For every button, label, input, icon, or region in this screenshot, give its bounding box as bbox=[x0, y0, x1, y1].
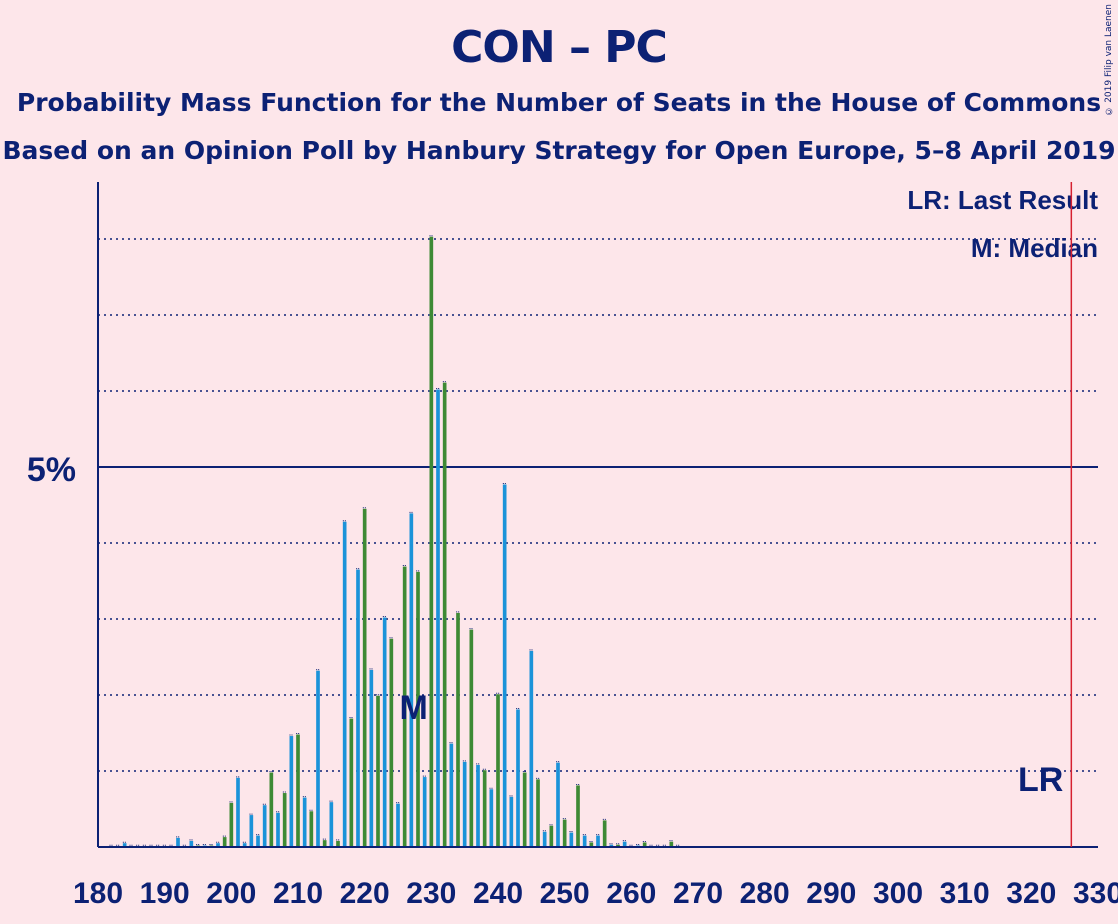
bar-seat-242 bbox=[509, 796, 514, 847]
legend-median: M: Median bbox=[971, 233, 1098, 263]
bar-seat-266 bbox=[669, 841, 674, 847]
bar-seat-231 bbox=[436, 389, 440, 847]
bar-seat-256 bbox=[602, 820, 607, 847]
bar-seat-216 bbox=[336, 840, 340, 847]
bar-seat-245 bbox=[529, 650, 534, 847]
bar-seat-225 bbox=[396, 803, 400, 847]
bar-seat-214 bbox=[322, 840, 327, 847]
bar-seat-254 bbox=[589, 842, 594, 847]
bar-seat-230 bbox=[429, 236, 434, 848]
bar-seat-222 bbox=[376, 695, 380, 847]
bar-seat-228 bbox=[416, 571, 420, 847]
bar-seat-238 bbox=[482, 770, 487, 847]
bar-seat-232 bbox=[442, 382, 447, 847]
bar-seat-227 bbox=[409, 513, 414, 847]
axes bbox=[97, 182, 1098, 848]
x-tick-label-270: 270 bbox=[673, 877, 723, 910]
bar-seat-229 bbox=[422, 777, 427, 847]
bar-seat-248 bbox=[549, 825, 554, 847]
median-label: M bbox=[400, 689, 428, 727]
x-tick-label-280: 280 bbox=[740, 877, 790, 910]
x-tick-label-260: 260 bbox=[606, 877, 656, 910]
bar-seat-236 bbox=[469, 629, 474, 847]
x-tick-label-250: 250 bbox=[540, 877, 590, 910]
gridlines bbox=[98, 238, 1098, 772]
bar-seat-233 bbox=[449, 743, 454, 847]
bar-seat-249 bbox=[556, 762, 560, 847]
bar-seat-201 bbox=[236, 777, 240, 847]
bar-seat-211 bbox=[302, 797, 307, 847]
bar-seat-223 bbox=[382, 617, 387, 847]
x-tick-label-320: 320 bbox=[1006, 877, 1056, 910]
bar-seat-217 bbox=[342, 521, 347, 847]
bars bbox=[109, 235, 680, 848]
bar-seat-239 bbox=[489, 789, 494, 847]
bar-seat-259 bbox=[622, 841, 627, 847]
x-tick-label-330: 330 bbox=[1073, 877, 1118, 910]
bar-seat-215 bbox=[329, 802, 334, 847]
x-tick-label-200: 200 bbox=[206, 877, 256, 910]
bar-seat-258 bbox=[616, 844, 620, 847]
x-tick-label-240: 240 bbox=[473, 877, 523, 910]
bar-seat-206 bbox=[269, 772, 274, 847]
bar-seat-252 bbox=[576, 785, 580, 847]
bar-seat-251 bbox=[569, 832, 574, 847]
x-tick-label-230: 230 bbox=[406, 877, 456, 910]
bar-seat-255 bbox=[596, 835, 600, 847]
bar-seat-224 bbox=[389, 638, 394, 847]
bar-seat-237 bbox=[476, 764, 480, 847]
markers: LR M bbox=[400, 182, 1073, 847]
bar-seat-219 bbox=[356, 569, 360, 847]
bar-seat-203 bbox=[249, 815, 254, 847]
x-tick-label-290: 290 bbox=[806, 877, 856, 910]
y-axis-label-5pct: 5% bbox=[27, 451, 76, 489]
chart-subtitle-2: Based on an Opinion Poll by Hanbury Stra… bbox=[2, 136, 1116, 165]
bar-seat-213 bbox=[316, 670, 320, 847]
bar-seat-234 bbox=[456, 612, 460, 847]
x-tick-label-180: 180 bbox=[73, 877, 123, 910]
bar-seat-235 bbox=[462, 761, 467, 847]
x-tick-labels: 180 190 200 210 220 230 240 250 260 270 280 290 300 3… bbox=[73, 877, 1118, 910]
bar-seat-220 bbox=[362, 508, 367, 847]
bar-seat-200 bbox=[229, 802, 234, 847]
bar-seat-262 bbox=[642, 842, 647, 847]
x-tick-label-220: 220 bbox=[340, 877, 390, 910]
bar-seat-202 bbox=[242, 843, 247, 847]
bar-seat-194 bbox=[189, 840, 194, 847]
bar-seat-208 bbox=[282, 793, 287, 847]
chart-title: CON – PC bbox=[451, 22, 668, 73]
bar-seat-192 bbox=[176, 837, 180, 847]
bar-seat-243 bbox=[516, 709, 520, 847]
bar-seat-207 bbox=[276, 812, 280, 847]
legend-last-result: LR: Last Result bbox=[907, 185, 1098, 215]
bar-seat-204 bbox=[256, 835, 260, 847]
bar-seat-247 bbox=[542, 831, 547, 847]
bar-seat-184 bbox=[122, 843, 127, 847]
bar-seat-205 bbox=[262, 805, 267, 847]
bar-seat-198 bbox=[216, 843, 220, 847]
x-tick-label-210: 210 bbox=[273, 877, 323, 910]
bar-seat-246 bbox=[536, 779, 540, 847]
bar-seat-226 bbox=[402, 566, 407, 847]
bar-seat-210 bbox=[296, 734, 300, 847]
x-tick-label-190: 190 bbox=[140, 877, 190, 910]
bar-seat-218 bbox=[349, 718, 354, 847]
bar-seat-253 bbox=[582, 835, 587, 847]
last-result-label: LR bbox=[1018, 761, 1063, 799]
bar-seat-221 bbox=[369, 669, 374, 847]
bar-seat-240 bbox=[496, 694, 500, 847]
x-tick-label-310: 310 bbox=[940, 877, 990, 910]
bar-seat-241 bbox=[502, 484, 507, 847]
x-tick-label-300: 300 bbox=[873, 877, 923, 910]
bar-seat-199 bbox=[222, 837, 227, 847]
bar-seat-250 bbox=[562, 819, 567, 847]
bar-seat-257 bbox=[609, 844, 614, 847]
bar-seat-212 bbox=[309, 811, 314, 847]
chart-subtitle-1: Probability Mass Function for the Number… bbox=[16, 88, 1102, 117]
bar-seat-209 bbox=[289, 736, 294, 847]
bar-seat-244 bbox=[522, 772, 527, 847]
